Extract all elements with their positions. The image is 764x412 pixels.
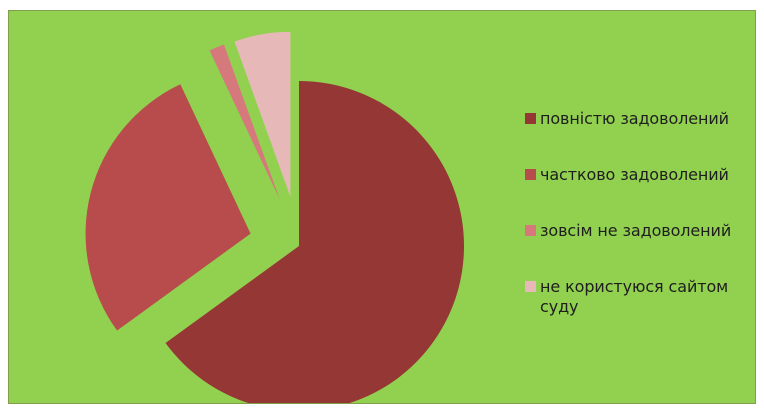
pie-slices bbox=[85, 31, 464, 403]
chart-area: повністю задоволений частково задоволений… bbox=[8, 10, 756, 404]
pie-chart bbox=[9, 11, 755, 403]
legend-label: не користуюся сайтом суду bbox=[540, 277, 729, 316]
legend-label: частково задоволений bbox=[540, 165, 729, 184]
pie-slice-4 bbox=[234, 31, 291, 197]
pie-slice-2 bbox=[85, 84, 251, 331]
pie-slice-1 bbox=[165, 81, 464, 403]
legend-item: не користуюся сайтом суду bbox=[525, 277, 755, 317]
legend-swatch bbox=[525, 169, 536, 180]
pie-slice-3 bbox=[209, 44, 280, 200]
legend-label: повністю задоволений bbox=[540, 109, 729, 128]
legend-item: частково задоволений bbox=[525, 165, 755, 185]
legend-swatch bbox=[525, 225, 536, 236]
legend-item: повністю задоволений bbox=[525, 109, 755, 129]
legend-label: зовсім не задоволений bbox=[540, 221, 732, 240]
legend-item: зовсім не задоволений bbox=[525, 221, 755, 241]
legend-swatch bbox=[525, 281, 536, 292]
legend-swatch bbox=[525, 113, 536, 124]
